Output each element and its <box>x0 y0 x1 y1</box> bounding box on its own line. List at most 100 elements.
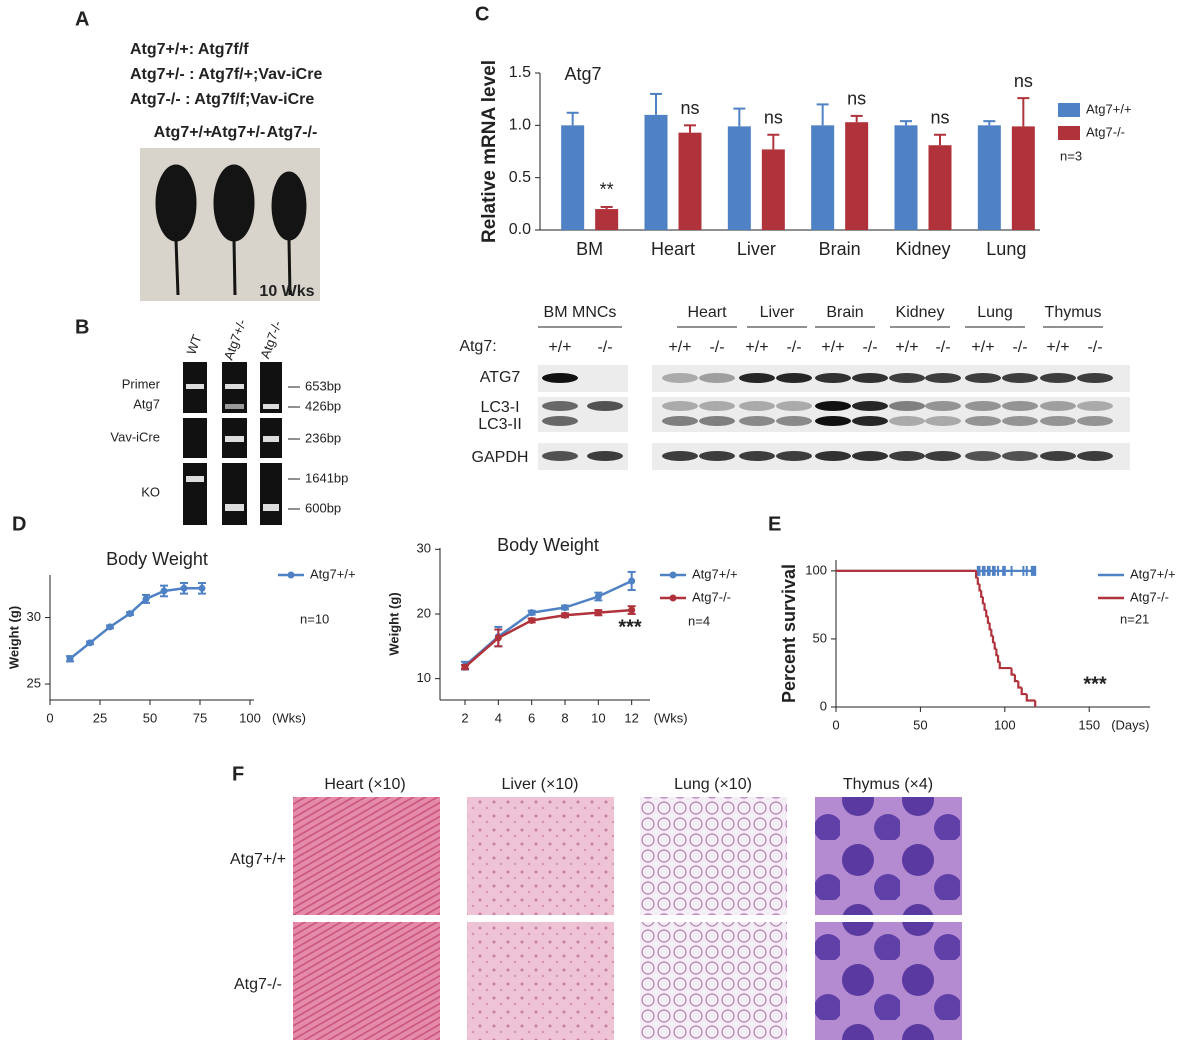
legend-label: Atg7+/+ <box>1086 101 1132 116</box>
blot-band <box>852 401 888 411</box>
blot-band <box>739 373 775 383</box>
lane-genotype: -/- <box>1087 339 1102 356</box>
x-unit: (Wks) <box>272 710 306 725</box>
point <box>561 604 569 612</box>
blot-group: Thymus <box>1045 304 1102 321</box>
legend-marker <box>669 571 677 579</box>
blot-band <box>662 416 698 426</box>
bar <box>678 132 702 230</box>
significance: *** <box>1083 673 1107 695</box>
blot-band <box>1002 401 1038 411</box>
panel-letter: B <box>75 316 89 338</box>
x-tick-label: 6 <box>528 710 535 725</box>
y-tick-label: 50 <box>813 630 827 645</box>
survival-step <box>991 635 995 644</box>
mouse-label: Atg7+/+ <box>154 124 213 141</box>
histology-column: Heart (×10) <box>324 776 405 793</box>
blot-group: Heart <box>687 304 727 321</box>
sample-size: n=3 <box>1060 148 1082 163</box>
point <box>180 584 188 592</box>
blot-band <box>1002 416 1038 426</box>
sample-size: n=10 <box>300 611 329 626</box>
bar <box>727 126 751 230</box>
blot-band <box>1002 451 1038 461</box>
significance: ns <box>680 98 699 118</box>
y-axis-label: Weight (g) <box>386 592 401 655</box>
survival-step <box>990 629 993 637</box>
blot-band <box>815 401 851 411</box>
survival-step <box>988 622 992 631</box>
blot-row-label: GAPDH <box>472 449 529 466</box>
lane-genotype: -/- <box>862 339 877 356</box>
bar <box>1011 126 1035 230</box>
blot-band <box>889 416 925 426</box>
point <box>494 634 502 642</box>
point <box>126 610 134 618</box>
x-tick-label: 50 <box>143 710 157 725</box>
survival-step <box>978 583 982 592</box>
point <box>528 616 536 624</box>
blot-band <box>662 401 698 411</box>
point <box>528 609 536 617</box>
panel-letter: E <box>768 513 781 535</box>
blot-group: Lung <box>977 304 1013 321</box>
point <box>628 577 636 585</box>
x-tick-label: 0 <box>46 710 53 725</box>
bar <box>595 209 619 230</box>
histology-row: Atg7-/- <box>234 976 282 993</box>
blot-band <box>889 401 925 411</box>
x-tick-label: 50 <box>913 717 927 732</box>
blot-band <box>542 373 578 383</box>
blot-band <box>542 401 578 411</box>
genotype-key: Atg7-/- : Atg7f/f;Vav-iCre <box>130 91 314 108</box>
significance: ns <box>1014 71 1033 91</box>
legend-marker <box>669 594 677 602</box>
point <box>594 609 602 617</box>
mouse-label: Atg7-/- <box>267 124 318 141</box>
lane-genotype: +/+ <box>1046 339 1069 356</box>
lane-genotype: -/- <box>597 339 612 356</box>
survival-step <box>980 590 983 598</box>
y-tick-label: 30 <box>27 609 41 624</box>
blot-band <box>815 416 851 426</box>
sample-size: n=4 <box>688 613 710 628</box>
panel-b-gel <box>183 362 282 525</box>
lane-label: WT <box>183 333 204 357</box>
point <box>86 639 94 647</box>
x-tick-label: 100 <box>239 710 261 725</box>
survival-step <box>993 642 997 650</box>
blot-band <box>852 373 888 383</box>
legend-marker <box>287 571 295 579</box>
y-tick-label: 25 <box>27 675 41 690</box>
bar <box>894 125 918 230</box>
x-tick-label: 150 <box>1078 717 1100 732</box>
point <box>160 587 168 595</box>
blot-band <box>1040 416 1076 426</box>
survival-step <box>981 596 985 605</box>
histology-column: Lung (×10) <box>674 776 752 793</box>
blot-band <box>776 416 812 426</box>
blot-band <box>699 416 735 426</box>
size-label: 1641bp <box>305 470 348 485</box>
histology-column: Thymus (×4) <box>843 776 933 793</box>
blot-band <box>542 451 578 461</box>
point <box>198 584 206 592</box>
point <box>594 593 602 601</box>
x-tick-label: 25 <box>93 710 107 725</box>
blot-band <box>699 401 735 411</box>
legend-swatch <box>1058 103 1080 117</box>
bar <box>811 125 835 230</box>
blot-band <box>1077 373 1113 383</box>
lane-genotype: -/- <box>935 339 950 356</box>
blot-band <box>776 451 812 461</box>
y-tick-label: 30 <box>417 541 431 556</box>
genotype-key: Atg7+/- : Atg7f/+;Vav-iCre <box>130 66 322 83</box>
x-tick-label: 10 <box>591 710 605 725</box>
x-tick-label: Brain <box>819 239 861 259</box>
point <box>628 606 636 614</box>
blot-band <box>739 416 775 426</box>
bar <box>928 145 952 230</box>
legend-label: Atg7+/+ <box>1130 566 1176 581</box>
lane-genotype: +/+ <box>971 339 994 356</box>
